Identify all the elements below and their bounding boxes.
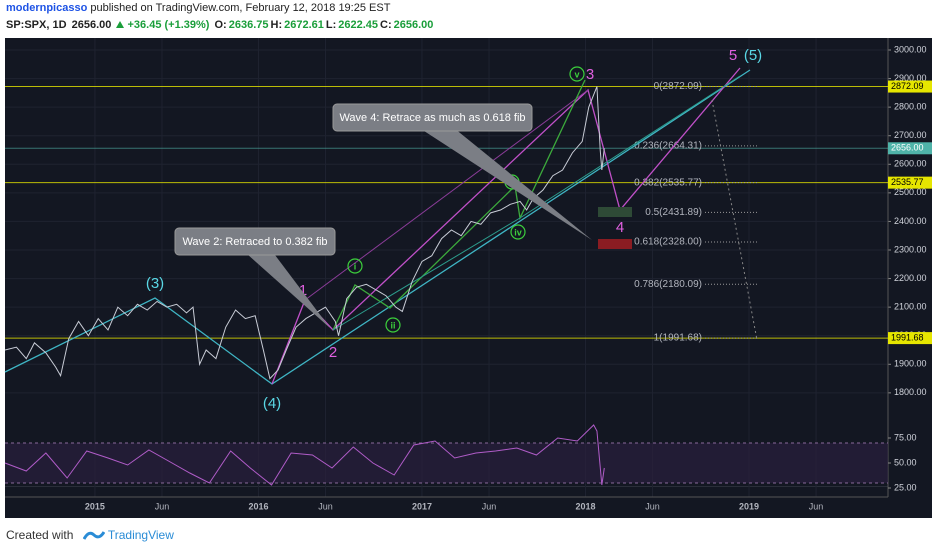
target-box (598, 239, 632, 249)
y-tick-label: 2400.00 (894, 216, 927, 226)
fib-label: 0(2872.09) (654, 81, 702, 92)
ohlc-label: C: (380, 19, 392, 31)
x-tick-label: 2019 (739, 501, 759, 511)
wave-label: 2 (329, 344, 337, 361)
tv-logo (82, 531, 105, 540)
ohlc-value: 2636.75 (228, 19, 269, 31)
x-tick-label: Jun (809, 501, 824, 511)
wave-circle (385, 317, 401, 333)
y-tick-label: 1800.00 (894, 387, 927, 397)
ohlc: O: 2636.75 H: 2672.61 L: 2622.45 C: 2656.00 (215, 19, 436, 31)
x-tick-label: 2017 (412, 501, 432, 511)
up-arrow (116, 21, 125, 28)
y-tick-label: 2100.00 (894, 302, 927, 312)
callout-box (174, 227, 336, 256)
pane-sep (5, 486, 888, 487)
price-badge (888, 176, 932, 189)
y-tick-label: 25.00 (894, 482, 917, 492)
y-tick-label: 2800.00 (894, 102, 927, 112)
wave-label: 1 (299, 282, 307, 299)
trend-line (4, 69, 751, 385)
callout-box (332, 103, 533, 132)
wave-label: (5) (744, 47, 762, 64)
trend-line (304, 89, 589, 301)
wave-circle (347, 258, 363, 274)
trend-line (271, 67, 741, 385)
x-tick-label: Jun (155, 501, 170, 511)
x-tick-label: Jun (318, 501, 333, 511)
y-tick-label: 2600.00 (894, 159, 927, 169)
y-tick-label: 3000.00 (894, 44, 927, 54)
trend-line (711, 99, 758, 341)
wave-label: (3) (146, 275, 164, 292)
y-tick-label: 2700.00 (894, 130, 927, 140)
price-badge (888, 332, 932, 345)
wave-label: i (354, 261, 357, 271)
fib-label: 0.618(2328.00) (634, 237, 702, 248)
quote-line: SP:SPX, 1D 2656.00 +36.45 (+1.39%) O: 263… (6, 19, 437, 31)
ohlc-value: 2622.45 (338, 19, 379, 31)
fib-label: 1(1991.68) (654, 333, 702, 344)
price-badge-label: 1991.68 (891, 332, 924, 342)
y-tick-label: 2500.00 (894, 187, 927, 197)
x-tick-label: 2015 (85, 501, 105, 511)
fib-label: 0.382(2535.77) (634, 177, 702, 188)
ohlc-label: L: (325, 19, 337, 31)
footer-brand[interactable]: TradingView (107, 528, 174, 542)
y-tick-label: 75.00 (894, 432, 917, 442)
price-badge-label: 2872.09 (891, 81, 924, 91)
wave-label: 5 (729, 47, 737, 64)
ohlc-value: 2656.00 (393, 19, 434, 31)
x-tick-label: Jun (482, 501, 497, 511)
chart: 2015 Jun 2016 Jun 2017 Jun 2018 Jun 2019 Jun 1800.… (0, 36, 932, 519)
annotation: Wave 2: Retraced to 0.382 fib (182, 236, 327, 248)
wave-label: iv (514, 227, 522, 237)
price-badge-label: 2656.00 (891, 143, 924, 153)
target-box (598, 207, 632, 217)
author[interactable]: modernpicasso (6, 2, 88, 14)
rsi-band-fill (5, 443, 888, 483)
y-tick-label: 50.00 (894, 457, 917, 467)
y-tick-label: 2900.00 (894, 73, 927, 83)
fib-label: 0.5(2431.89) (645, 207, 702, 218)
ohlc-value: 2672.61 (284, 19, 324, 31)
wave-label: (4) (263, 395, 281, 412)
annotation: Wave 4: Retrace as much as 0.618 fib (339, 112, 525, 124)
price-badge (888, 80, 932, 93)
wave-label: 3 (586, 66, 594, 83)
wave-circle (510, 224, 526, 240)
drawings (4, 67, 758, 385)
change: +36.45 (+1.39%) (127, 19, 210, 31)
trend-line (332, 75, 741, 331)
callout-pointer (247, 254, 330, 328)
fib-label: 0.786(2180.09) (634, 279, 702, 290)
wave-label: 4 (616, 219, 624, 236)
published: published on TradingView.com, February 1… (90, 2, 391, 14)
callout-pointer (422, 130, 592, 240)
footer-text: Created with (6, 528, 74, 542)
publish-line: modernpicasso published on TradingView.c… (6, 2, 390, 14)
price-badge (888, 142, 932, 155)
y-tick-label: 1900.00 (894, 359, 927, 369)
fib-label: 0.236(2664.31) (634, 141, 702, 152)
y-tick-label: 2200.00 (894, 273, 927, 283)
wave-circle (569, 66, 585, 82)
last-price: 2656.00 (71, 19, 112, 31)
y-tick-label: 2300.00 (894, 244, 927, 254)
wave-label: ii (390, 320, 395, 330)
x-tick-label: Jun (645, 501, 660, 511)
footer: Created with TradingView (6, 528, 174, 542)
wave-label: v (574, 69, 579, 79)
ohlc-label: O: (214, 19, 227, 31)
ohlc-label: H: (270, 19, 283, 31)
x-tick-label: 2016 (248, 501, 268, 511)
price-badge-label: 2535.77 (891, 177, 924, 187)
x-tick-label: 2018 (575, 501, 595, 511)
symbol: SP:SPX, 1D (6, 19, 67, 31)
rsi-line (4, 424, 605, 486)
